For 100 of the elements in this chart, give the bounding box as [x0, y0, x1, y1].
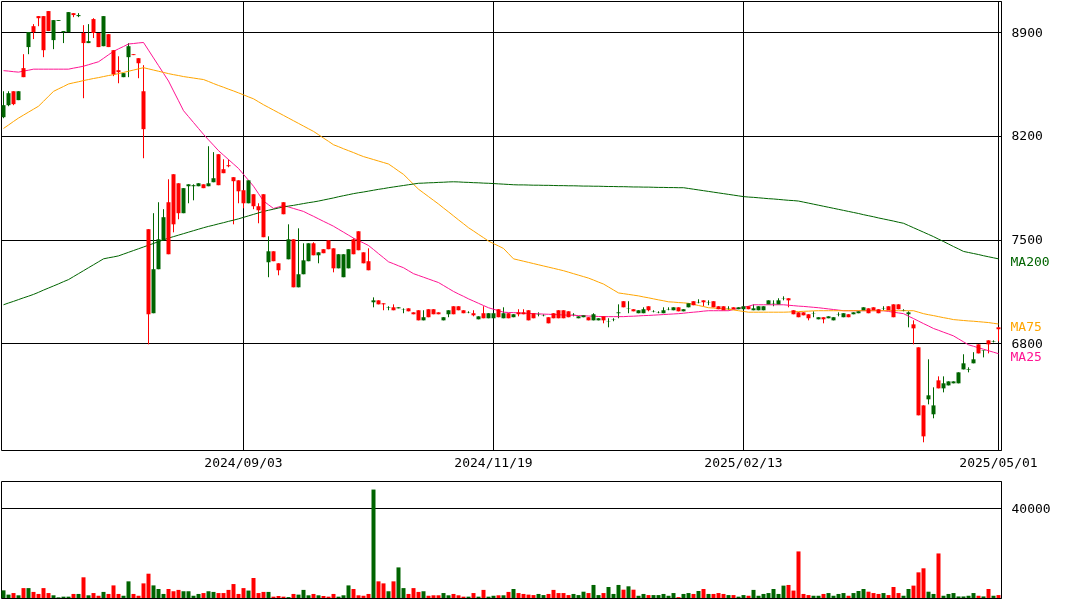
bar: [721, 593, 726, 598]
y-tick-label: 7500: [1011, 232, 1043, 248]
bar: [266, 591, 271, 598]
candlestick: [926, 358, 931, 405]
series-label: MA75: [1010, 319, 1042, 335]
bar: [146, 573, 151, 598]
series-label: MA25: [1010, 348, 1042, 364]
bar: [26, 588, 31, 598]
candlestick: [911, 319, 916, 345]
bar: [101, 591, 106, 598]
candlestick: [286, 223, 291, 260]
bar: [876, 593, 881, 598]
candlestick: [126, 42, 131, 78]
bar: [496, 595, 501, 598]
x-tick-label: 2025/02/13: [704, 454, 783, 470]
series-label: MA200: [1010, 253, 1050, 269]
bar: [436, 595, 441, 598]
bar: [71, 593, 76, 598]
bar: [81, 577, 86, 598]
bar: [421, 591, 426, 598]
bar: [346, 585, 351, 598]
line-series: [3, 181, 999, 306]
bar: [581, 591, 586, 598]
bar: [16, 595, 21, 598]
bar: [696, 591, 701, 598]
bar: [241, 588, 246, 598]
line-series: [3, 67, 999, 325]
bar: [211, 591, 216, 598]
bar: [726, 595, 731, 598]
bar: [201, 593, 206, 598]
bar: [806, 595, 811, 598]
bar: [541, 595, 546, 598]
bar: [921, 568, 926, 598]
bar: [741, 595, 746, 598]
bar: [481, 589, 486, 598]
bar: [986, 589, 991, 598]
bar: [621, 589, 626, 598]
bar: [781, 585, 786, 598]
bar: [701, 589, 706, 598]
bar: [821, 593, 826, 598]
bar: [316, 595, 321, 598]
candlestick: [206, 145, 211, 187]
bar: [931, 593, 936, 598]
candlestick: [1, 90, 6, 119]
bar: [706, 593, 711, 598]
bar: [631, 589, 636, 598]
candlestick: [136, 57, 141, 79]
line-series: [3, 41, 999, 355]
bar: [511, 589, 516, 598]
bar: [11, 593, 16, 598]
bar: [416, 591, 421, 598]
bar: [731, 595, 736, 598]
x-tick-label: 2024/11/19: [454, 454, 533, 470]
bar: [471, 593, 476, 598]
bar: [311, 593, 316, 598]
y-tick-label: 6800: [1011, 335, 1043, 351]
bar: [906, 589, 911, 598]
bar: [691, 593, 696, 598]
bar: [686, 593, 691, 598]
bar: [641, 593, 646, 598]
bar: [391, 581, 396, 598]
y-tick-label: 8900: [1011, 24, 1043, 40]
bar: [531, 595, 536, 598]
bar: [626, 586, 631, 598]
bar: [86, 595, 91, 598]
bar: [671, 593, 676, 598]
bar: [996, 595, 1001, 598]
bar: [506, 591, 511, 598]
candlestick: [626, 300, 631, 314]
candlestick: [296, 227, 301, 288]
bar: [261, 591, 266, 598]
bar: [196, 593, 201, 598]
candlestick: [266, 235, 271, 278]
candlestick: [81, 24, 86, 99]
bar: [446, 595, 451, 598]
bar: [161, 593, 166, 598]
bar: [936, 553, 941, 598]
bar: [501, 595, 506, 598]
bar: [126, 581, 131, 598]
bar: [76, 593, 81, 598]
bar: [246, 590, 251, 598]
y-tick-label: 40000: [1011, 500, 1051, 516]
bar: [616, 584, 621, 598]
bar: [381, 583, 386, 598]
bar: [841, 593, 846, 598]
bar: [861, 589, 866, 598]
x-tick-label: 2025/05/01: [959, 454, 1038, 470]
bar: [21, 588, 26, 598]
y-tick-label: 8200: [1011, 128, 1043, 144]
candlestick: [211, 151, 216, 183]
bar: [601, 593, 606, 598]
bar: [881, 593, 886, 598]
bar: [291, 593, 296, 598]
candlestick: [931, 386, 936, 419]
bar: [331, 593, 336, 598]
bar: [586, 593, 591, 598]
x-tick-label: 2024/09/03: [204, 454, 283, 470]
bar: [971, 593, 976, 598]
bar: [371, 489, 376, 598]
bar: [366, 593, 371, 598]
